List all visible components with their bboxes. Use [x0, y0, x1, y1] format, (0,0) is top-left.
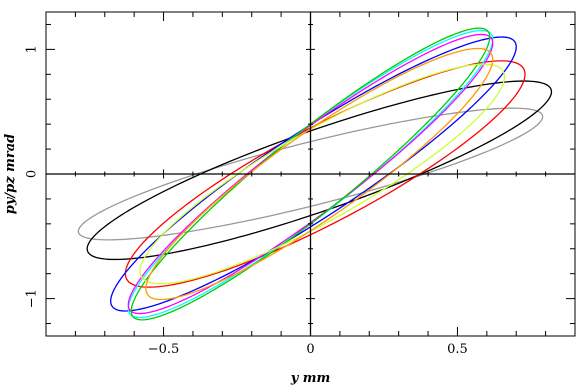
y-tick-label: −1 [25, 289, 40, 308]
y-tick-label: 1 [25, 45, 40, 53]
tick-labels: −0.5 0 0.5 −1 0 1 [25, 45, 468, 357]
ellipse-curve-8 [139, 63, 506, 285]
y-tick-label: 0 [25, 170, 40, 178]
ellipse-curve-9 [145, 47, 494, 301]
tick-marks [46, 12, 575, 336]
y-axis-label: py/pz mrad [3, 134, 18, 215]
x-tick-label: −0.5 [148, 342, 180, 357]
x-tick-label: 0 [306, 342, 314, 357]
ellipse-curves [77, 27, 553, 321]
ellipse-curve-6 [127, 33, 494, 315]
ellipse-curve-2 [86, 80, 553, 261]
x-axis-label: y mm [290, 371, 331, 386]
x-tick-label: 0.5 [447, 342, 468, 357]
ellipse-curve-7 [130, 27, 491, 321]
ellipse-curve-4 [110, 36, 517, 312]
